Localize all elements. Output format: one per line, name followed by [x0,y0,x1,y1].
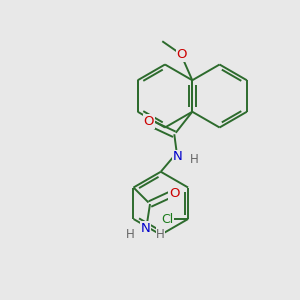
Text: O: O [169,187,179,200]
Text: H: H [126,227,135,241]
Text: H: H [189,153,198,166]
Text: O: O [176,48,187,61]
Text: N: N [141,221,150,235]
Text: H: H [156,227,165,241]
Text: O: O [143,115,154,128]
Text: N: N [172,150,182,163]
Text: Cl: Cl [161,212,173,226]
